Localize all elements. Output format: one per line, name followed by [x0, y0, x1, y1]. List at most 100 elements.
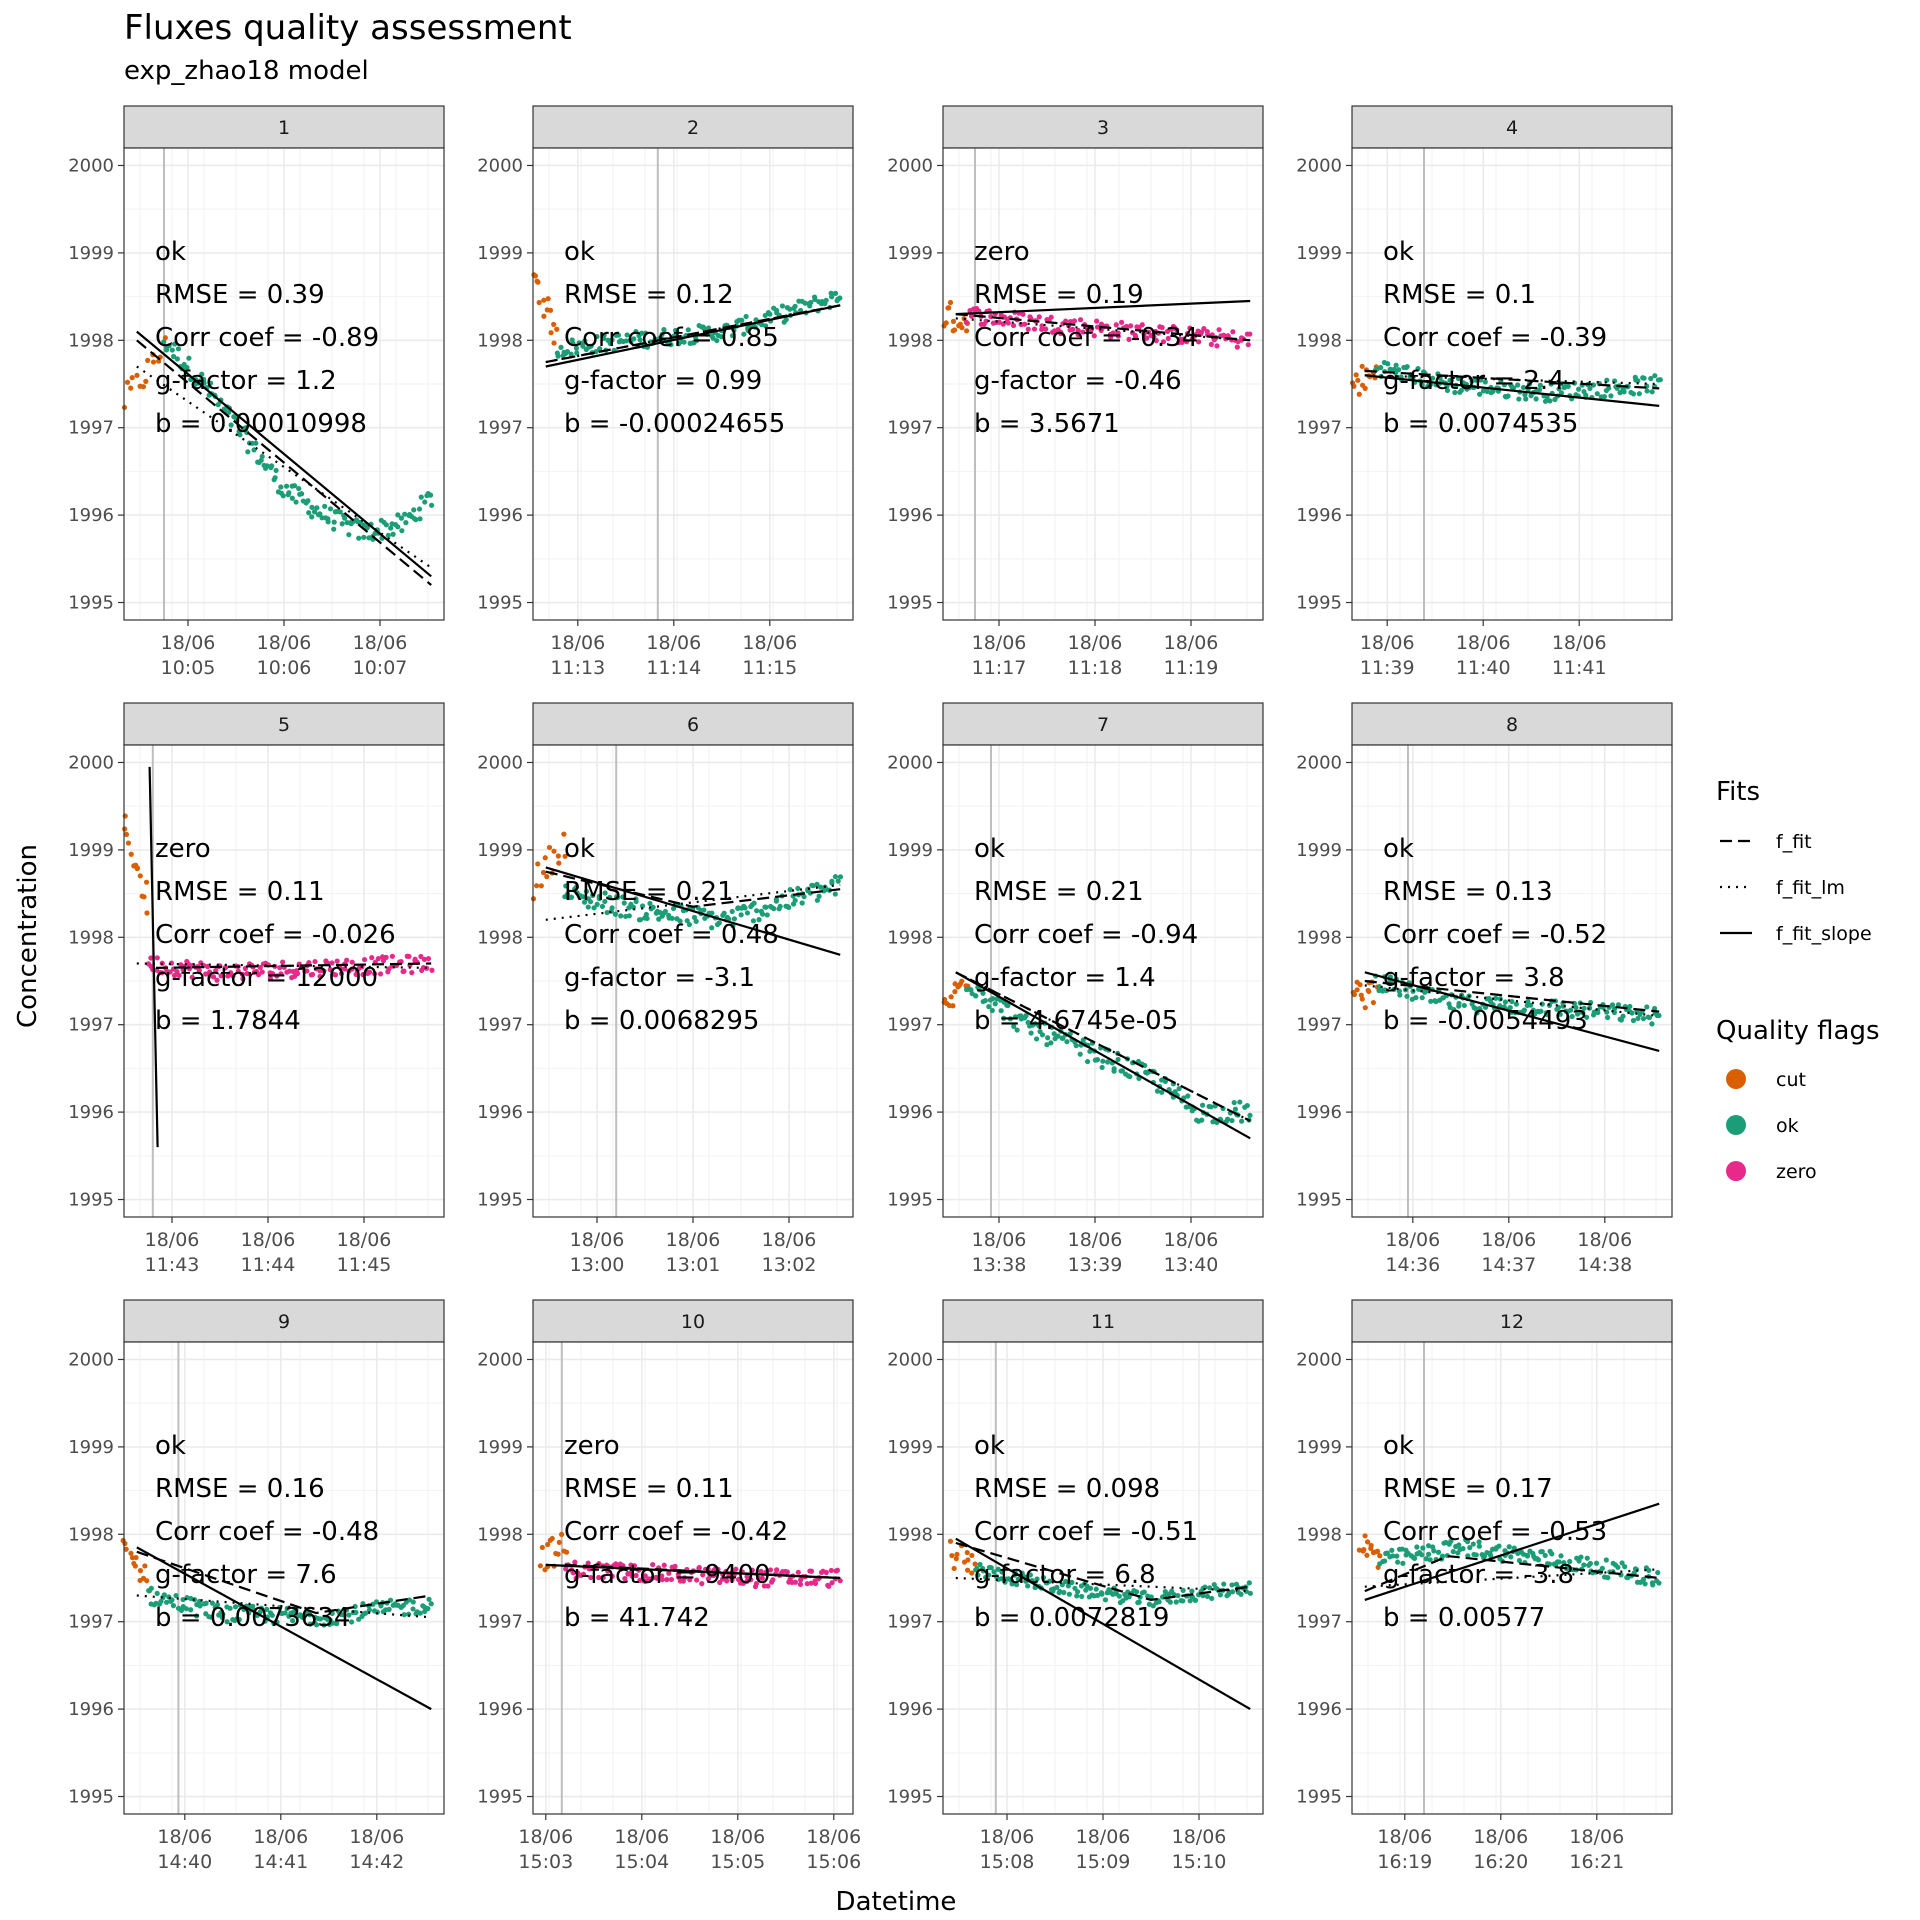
data-point-zero — [748, 1577, 754, 1583]
data-point-ok — [1397, 992, 1403, 998]
data-point-ok — [1509, 998, 1515, 1005]
x-tick-label-time: 16:20 — [1473, 1851, 1528, 1873]
data-point-zero — [1128, 323, 1134, 329]
data-point-ok — [1100, 1058, 1106, 1064]
data-point-zero — [596, 1560, 602, 1567]
data-point-ok — [1535, 1557, 1542, 1563]
data-point-ok — [1444, 387, 1451, 394]
data-point-ok — [237, 432, 243, 438]
x-tick-label-date: 18/06 — [1172, 1826, 1227, 1848]
data-point-ok — [995, 1566, 1001, 1572]
data-point-zero — [409, 970, 415, 976]
annotation-gfactor: g-factor = 1.2 — [155, 366, 337, 396]
x-tick-label-date: 18/06 — [253, 1826, 308, 1848]
data-point-ok — [1141, 1589, 1147, 1595]
data-point-zero — [694, 1577, 700, 1583]
data-point-zero — [1247, 331, 1253, 337]
data-point-ok — [203, 1600, 209, 1606]
data-point-ok — [173, 1592, 179, 1599]
y-tick-label: 1996 — [477, 1699, 523, 1720]
data-point-ok — [829, 878, 835, 884]
annotation-flag: ok — [564, 834, 595, 864]
data-point-zero — [1164, 328, 1171, 334]
y-tick-label: 1997 — [477, 1612, 523, 1633]
data-point-zero — [1119, 319, 1125, 325]
data-point-zero — [1204, 329, 1210, 335]
facet-panel-5: 5 zero RMSE = 0.11 Corr coef = -0.026 g-fact… — [68, 702, 445, 1276]
data-point-ok — [1208, 1104, 1214, 1110]
data-point-zero — [600, 1574, 606, 1581]
data-point-cut — [1362, 385, 1368, 391]
annotation-flag: ok — [564, 237, 595, 267]
data-point-zero — [808, 1568, 815, 1574]
fit-line-f_fit — [1364, 369, 1660, 390]
facet-strip-label: 8 — [1506, 714, 1518, 736]
fit-line-f_fit_lm — [545, 883, 841, 921]
data-point-ok — [988, 1565, 994, 1571]
data-point-cut — [545, 296, 551, 302]
fit-line-f_fit_slope — [955, 299, 1251, 316]
y-tick-label: 2000 — [887, 1349, 933, 1370]
data-point-ok — [373, 1599, 380, 1605]
x-tick-label-date: 18/06 — [1456, 632, 1511, 654]
y-tick-label: 1999 — [1296, 1437, 1342, 1458]
data-point-ok — [1247, 1112, 1253, 1118]
data-point-ok — [302, 1612, 308, 1619]
data-point-ok — [337, 509, 343, 515]
data-point-ok — [401, 1612, 407, 1618]
data-point-ok — [998, 1576, 1005, 1582]
data-point-ok — [1064, 1039, 1070, 1045]
data-point-zero — [334, 958, 340, 964]
data-point-cut — [1354, 987, 1360, 993]
data-point-ok — [1581, 1562, 1587, 1568]
data-point-ok — [710, 335, 716, 341]
data-point-ok — [1642, 1581, 1648, 1587]
data-point-ok — [837, 874, 844, 880]
x-tick-label-date: 18/06 — [353, 632, 408, 654]
data-point-zero — [278, 971, 284, 977]
data-point-zero — [605, 1568, 611, 1574]
data-point-ok — [1099, 1064, 1105, 1071]
data-point-zero — [185, 961, 192, 967]
data-point-cut — [556, 1539, 562, 1545]
data-point-ok — [1620, 1013, 1626, 1019]
data-point-zero — [1091, 333, 1097, 339]
data-point-ok — [1093, 1586, 1099, 1592]
data-point-cut — [943, 320, 949, 326]
data-point-zero — [1141, 331, 1147, 337]
data-point-ok — [1427, 1557, 1433, 1563]
data-point-ok — [677, 918, 683, 924]
x-tick-label-date: 18/06 — [550, 632, 605, 654]
data-point-ok — [1603, 1557, 1609, 1563]
data-point-cut — [534, 883, 540, 889]
data-point-ok — [986, 1572, 992, 1578]
data-point-ok — [771, 906, 777, 912]
facet-strip-label: 4 — [1506, 117, 1518, 139]
data-point-ok — [1116, 1593, 1122, 1599]
data-point-ok — [568, 894, 575, 900]
data-point-zero — [668, 1576, 675, 1583]
data-point-ok — [574, 350, 580, 356]
data-point-ok — [1390, 1553, 1396, 1559]
data-point-ok — [253, 440, 259, 446]
data-point-ok — [563, 883, 569, 889]
y-tick-label: 1999 — [887, 840, 933, 861]
legend: Fits f_fit f_fit_lm f_fit_slope Quality flag… — [1716, 777, 1880, 1183]
data-point-ok — [311, 509, 318, 515]
data-point-zero — [646, 1576, 652, 1582]
data-point-ok — [1048, 1040, 1054, 1046]
data-point-ok — [1014, 1027, 1020, 1033]
y-tick-label: 1999 — [477, 243, 523, 264]
data-point-zero — [1196, 339, 1202, 345]
x-tick-label-time: 10:07 — [353, 657, 408, 679]
fit-line-f_fit_lm — [136, 962, 432, 969]
data-point-ok — [1649, 389, 1655, 395]
data-point-ok — [835, 878, 841, 884]
data-point-ok — [1411, 1555, 1418, 1562]
y-tick-label: 1996 — [887, 1699, 933, 1720]
data-point-ok — [1387, 366, 1393, 372]
data-point-ok — [1558, 381, 1564, 387]
data-point-ok — [1419, 995, 1425, 1001]
data-point-ok — [763, 904, 769, 910]
data-point-zero — [749, 1567, 755, 1573]
